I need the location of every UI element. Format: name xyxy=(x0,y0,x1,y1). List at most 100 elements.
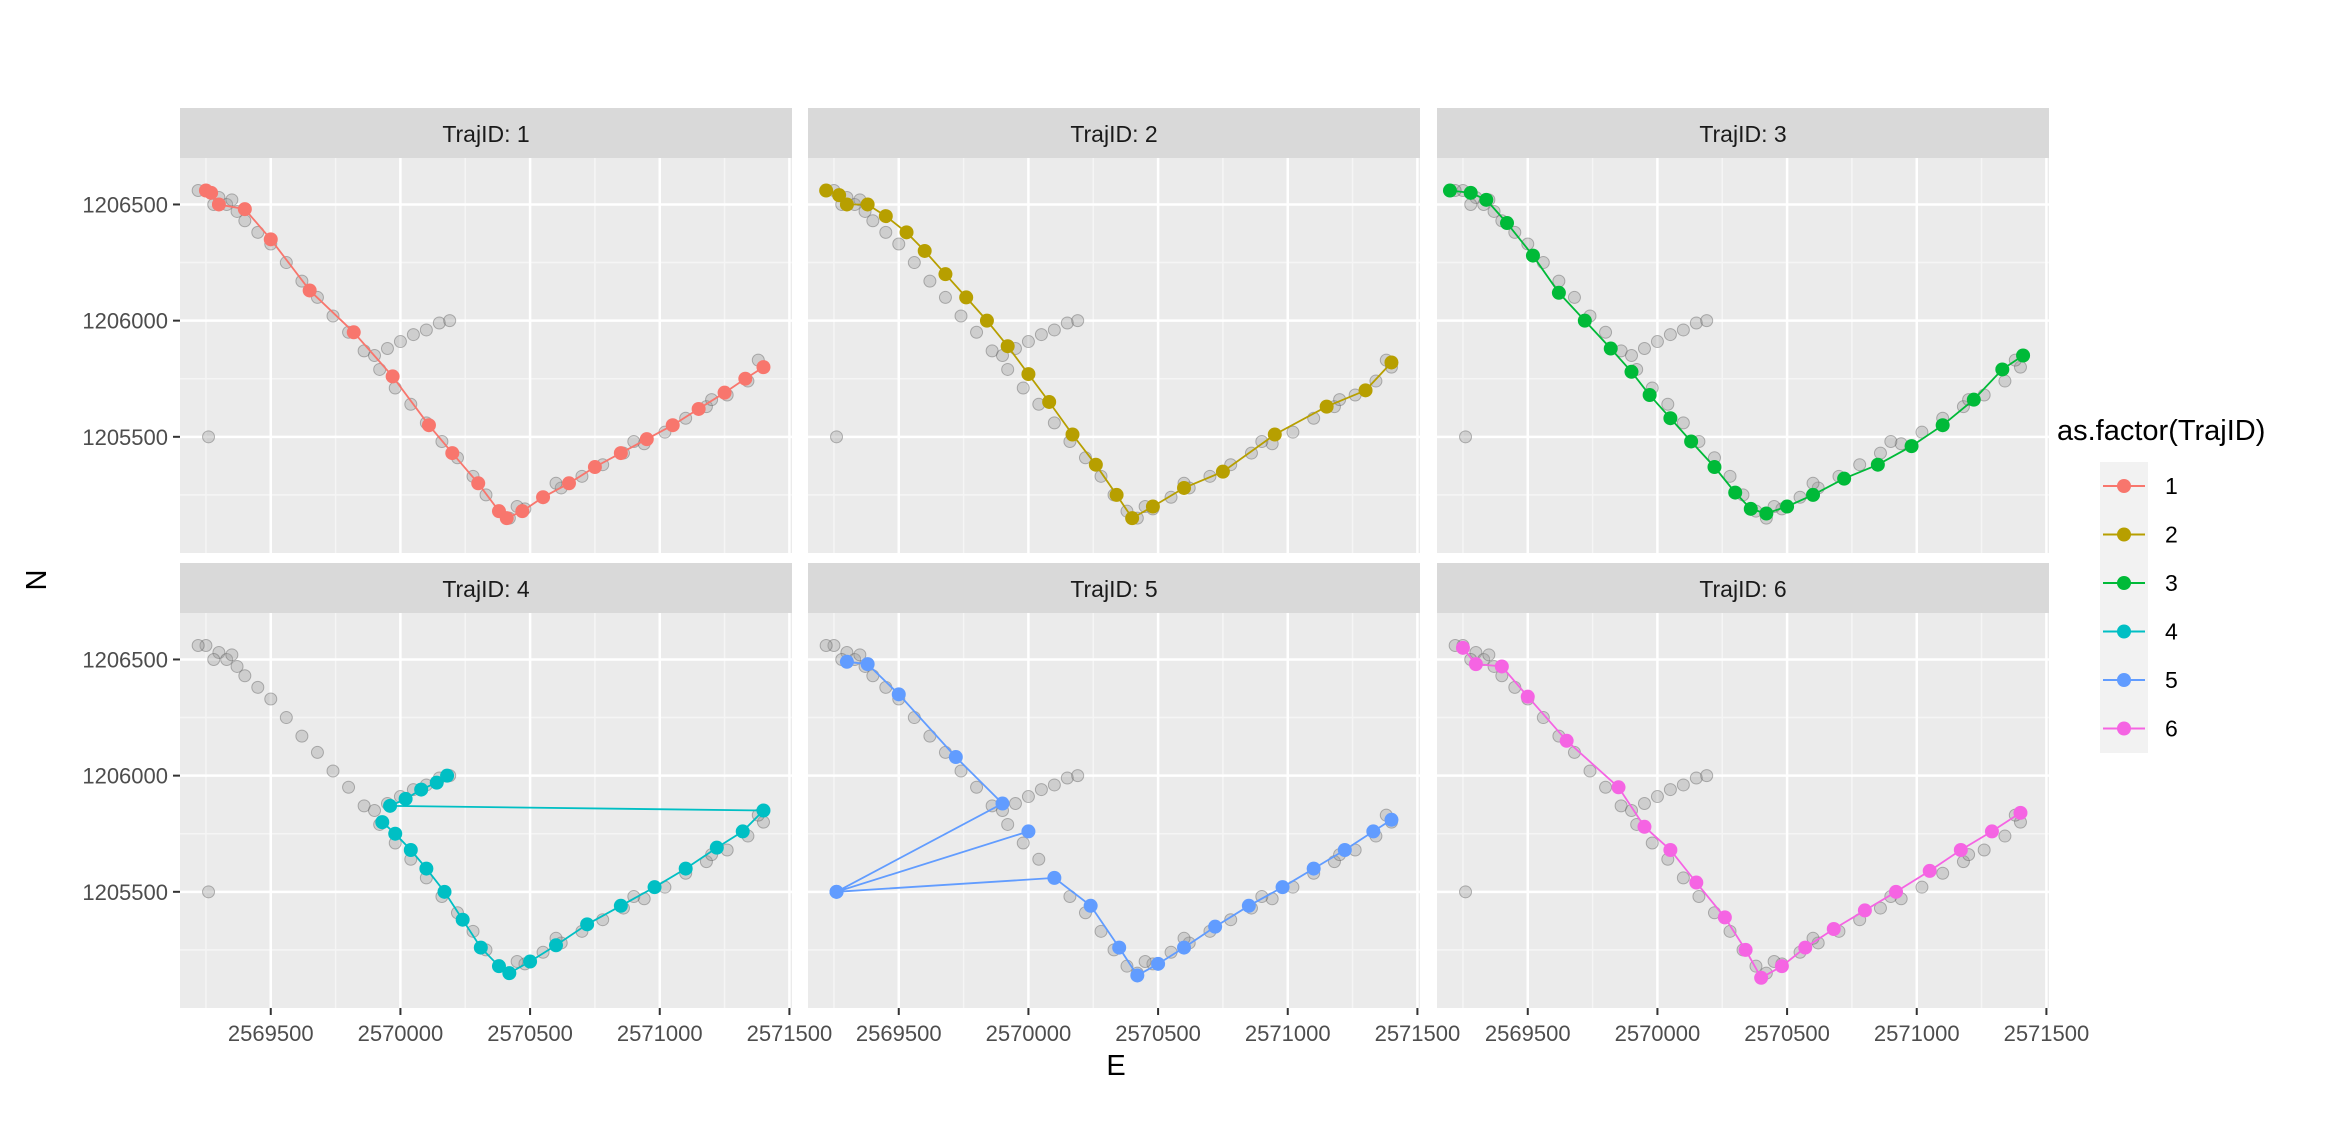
data-point xyxy=(1442,183,1457,198)
facet-panels: TrajID: 1 TrajID: 2 TrajID: 3 TrajID: 4 Traj… xyxy=(180,108,2049,1008)
background-point xyxy=(1998,829,2012,843)
background-point xyxy=(1700,314,1714,328)
background-point xyxy=(1047,323,1061,337)
data-point xyxy=(375,815,390,830)
background-point xyxy=(1034,328,1048,342)
data-point xyxy=(1728,485,1743,500)
background-point xyxy=(907,711,921,725)
background-point xyxy=(1487,204,1501,218)
facet-panel-5: TrajID: 5 xyxy=(808,563,1420,1008)
background-point xyxy=(466,924,480,938)
data-point xyxy=(1494,659,1509,674)
data-point xyxy=(1684,434,1699,449)
data-point xyxy=(388,826,403,841)
data-point xyxy=(587,460,602,475)
data-point xyxy=(1738,942,1753,957)
facet-strip xyxy=(808,563,1420,613)
data-point xyxy=(561,476,576,491)
background-point xyxy=(326,764,340,778)
data-point xyxy=(1500,216,1515,231)
background-point xyxy=(220,652,234,666)
series-points-3 xyxy=(1442,183,2031,521)
data-point xyxy=(204,185,219,200)
background-point xyxy=(1482,648,1496,662)
background-point xyxy=(279,711,293,725)
facet-strip xyxy=(1437,108,2049,158)
series-points-1 xyxy=(198,183,771,526)
data-point xyxy=(1241,898,1256,913)
data-point xyxy=(1042,394,1057,409)
data-point xyxy=(1624,364,1639,379)
data-point xyxy=(1463,185,1478,200)
data-point xyxy=(523,954,538,969)
background-point xyxy=(264,692,278,706)
data-point xyxy=(1953,843,1968,857)
background-point xyxy=(1060,771,1074,785)
background-point xyxy=(295,729,309,743)
legend-key-point xyxy=(2117,624,2131,639)
data-point xyxy=(678,861,693,876)
data-point xyxy=(756,803,771,818)
data-point xyxy=(1984,824,1999,839)
background-point xyxy=(1723,469,1737,483)
series-points-2 xyxy=(819,183,1399,526)
data-point xyxy=(385,369,400,384)
facet-panel-4: TrajID: 4 xyxy=(180,563,792,1008)
background-point xyxy=(1032,852,1046,866)
y-tick-label: 1206000 xyxy=(82,309,168,334)
data-point xyxy=(839,197,854,212)
data-point xyxy=(473,940,488,955)
data-point xyxy=(832,188,847,203)
panel-background xyxy=(180,158,792,553)
data-point xyxy=(1663,843,1678,857)
data-point xyxy=(1088,457,1103,472)
background-point xyxy=(1599,325,1613,339)
background-point xyxy=(393,335,407,349)
background-point xyxy=(1650,335,1664,349)
background-point xyxy=(202,885,216,899)
background-point xyxy=(1977,843,1991,857)
background-point xyxy=(1583,764,1597,778)
background-point xyxy=(1047,778,1061,792)
x-tick-label: 2569500 xyxy=(856,1021,942,1046)
x-axis-title: E xyxy=(1106,1050,1125,1082)
data-point xyxy=(756,360,771,375)
background-point xyxy=(1016,836,1030,850)
facet-panel-2: TrajID: 2 xyxy=(808,108,1420,553)
legend-item-3: 3 xyxy=(2100,559,2178,608)
data-point xyxy=(421,418,436,433)
facet-strip xyxy=(808,108,1420,158)
data-point xyxy=(211,197,226,212)
background-point xyxy=(1138,955,1152,969)
background-point xyxy=(1016,381,1030,395)
data-point xyxy=(1109,487,1124,502)
data-point xyxy=(1065,427,1080,442)
legend-key-point xyxy=(2117,479,2131,493)
panel-background xyxy=(808,158,1420,553)
data-point xyxy=(1366,824,1381,839)
data-point xyxy=(1935,418,1950,433)
background-point xyxy=(1689,316,1703,330)
facet-strip-label: TrajID: 1 xyxy=(442,121,529,147)
data-point xyxy=(1145,499,1160,514)
background-point xyxy=(225,193,239,207)
facet-panel-3: TrajID: 3 xyxy=(1437,108,2049,553)
data-point xyxy=(995,796,1010,811)
background-point xyxy=(419,323,433,337)
background-point xyxy=(1001,817,1015,831)
data-point xyxy=(437,884,452,899)
data-point xyxy=(1125,511,1140,526)
background-point xyxy=(380,342,394,356)
panel-background xyxy=(1437,613,2049,1008)
x-tick-label: 2571000 xyxy=(1245,1021,1331,1046)
data-point xyxy=(819,183,834,198)
legend: as.factor(TrajID) 1 2 3 4 5 6 xyxy=(2057,415,2265,753)
background-point xyxy=(970,780,984,794)
data-point xyxy=(1358,383,1373,398)
background-point xyxy=(938,290,952,304)
legend-label: 6 xyxy=(2165,716,2178,742)
background-point xyxy=(251,680,265,694)
background-point xyxy=(199,639,213,653)
data-point xyxy=(647,880,662,895)
